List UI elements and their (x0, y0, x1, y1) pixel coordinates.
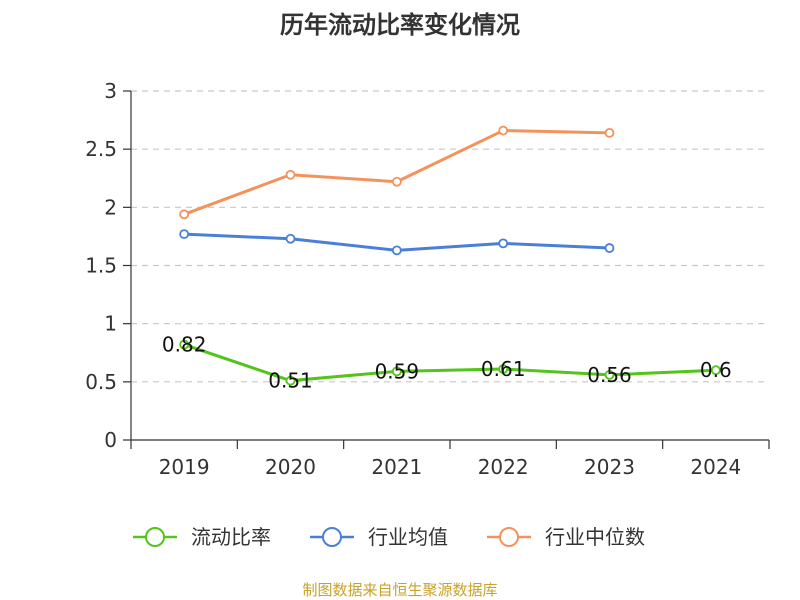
grid (131, 90, 769, 383)
series (179, 125, 721, 386)
y-tick-label: 0 (104, 428, 117, 452)
y-tick-label: 0.5 (85, 370, 117, 394)
series-point (498, 238, 509, 249)
data-label: 0.61 (481, 357, 526, 381)
series-point (604, 369, 615, 380)
y-tick-label: 2 (104, 195, 117, 219)
series-point (391, 245, 402, 256)
series-line (183, 343, 716, 383)
series-line (183, 129, 610, 216)
series-point (498, 364, 509, 374)
data-label: 0.6 (700, 358, 732, 382)
series-point (710, 365, 721, 376)
data-label: 0.82 (162, 333, 207, 357)
series-point (179, 229, 190, 239)
y-tick-label: 3 (104, 79, 117, 103)
series-point (391, 176, 402, 187)
legend-label: 流动比率 (191, 525, 271, 549)
legend-swatch-marker (322, 527, 342, 547)
series-point (285, 233, 296, 244)
series-point (391, 366, 402, 377)
data-labels: 0.82 0.51 0.59 0.61 0.56 0.6 (162, 333, 732, 393)
data-label: 0.51 (268, 369, 313, 393)
series-point (285, 375, 296, 386)
source-note: 制图数据来自恒生聚源数据库 (302, 581, 497, 599)
x-tick-label: 2024 (690, 455, 741, 479)
series-point (604, 127, 615, 138)
x-tick-label: 2019 (159, 455, 210, 479)
series-point (285, 169, 296, 180)
y-tick-label: 1.5 (85, 254, 117, 278)
series-point (179, 339, 190, 350)
y-tick-label: 2.5 (85, 137, 117, 161)
x-tick-label: 2020 (265, 455, 316, 479)
legend-label: 行业中位数 (545, 525, 645, 549)
data-label: 0.56 (587, 363, 632, 387)
series-point (179, 209, 190, 220)
legend-swatch-marker (145, 527, 165, 547)
legend-swatch-marker (499, 527, 519, 547)
legend: 流动比率 行业均值 行业中位数 (133, 525, 645, 549)
series-point (604, 243, 615, 253)
y-tick-label: 1 (104, 312, 117, 336)
x-tick-label: 2022 (478, 455, 529, 479)
x-tick-label: 2021 (371, 455, 422, 479)
data-label: 0.59 (375, 359, 420, 383)
chart-title: 历年流动比率变化情况 (280, 11, 520, 39)
x-tick-label: 2023 (584, 455, 635, 479)
legend-label: 行业均值 (368, 525, 448, 549)
series-point (498, 125, 509, 136)
